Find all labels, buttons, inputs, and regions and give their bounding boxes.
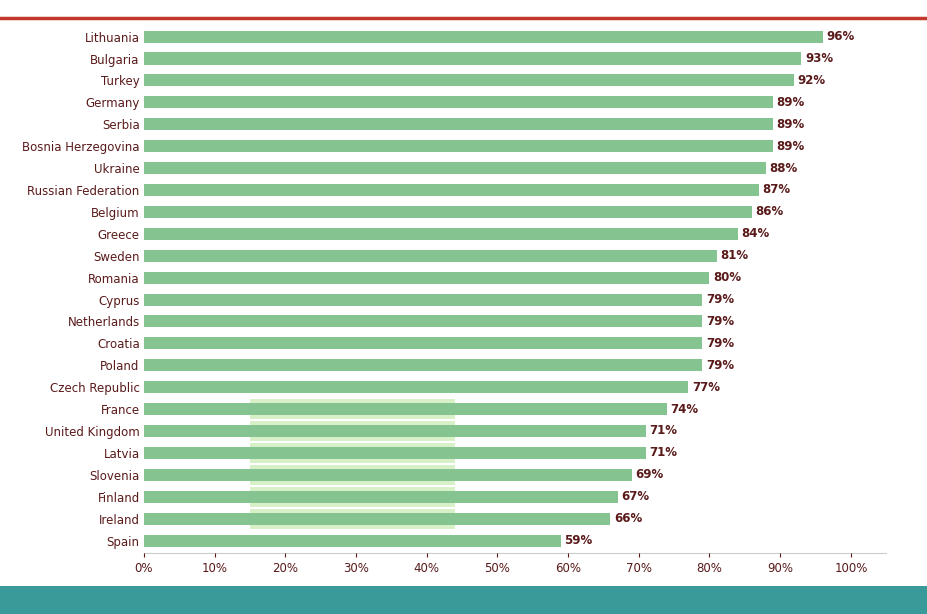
Text: 86%: 86% [755, 206, 782, 219]
Bar [144, 337, 702, 349]
Text: 84%: 84% [741, 227, 768, 240]
Bar [144, 447, 645, 459]
Bar [144, 119, 772, 130]
Bar [144, 250, 716, 262]
Bar [144, 140, 772, 152]
Text: 67%: 67% [620, 490, 649, 503]
Text: 79%: 79% [705, 359, 733, 371]
Text: 71%: 71% [649, 424, 677, 438]
Bar [144, 52, 801, 64]
Bar [144, 31, 821, 42]
Bar [144, 293, 702, 306]
Text: 89%: 89% [776, 96, 804, 109]
Text: 69%: 69% [635, 468, 663, 481]
Text: 96%: 96% [825, 30, 854, 43]
Bar [144, 271, 709, 284]
Bar [144, 469, 631, 481]
Bar [144, 206, 751, 218]
Bar [144, 403, 667, 415]
Text: 71%: 71% [649, 446, 677, 459]
Bar [144, 381, 688, 393]
Bar [144, 228, 737, 240]
Bar [144, 535, 561, 546]
Bar [144, 359, 702, 371]
Bar [144, 491, 616, 503]
Text: 77%: 77% [691, 381, 719, 394]
Bar [249, 398, 454, 529]
Text: 79%: 79% [705, 293, 733, 306]
Text: 92%: 92% [797, 74, 825, 87]
Text: 59%: 59% [564, 534, 592, 547]
Text: 88%: 88% [768, 161, 797, 174]
Text: 79%: 79% [705, 315, 733, 328]
Text: 89%: 89% [776, 139, 804, 153]
Text: 89%: 89% [776, 118, 804, 131]
Bar [144, 74, 794, 87]
Text: 74%: 74% [670, 403, 698, 416]
Bar [144, 162, 765, 174]
Text: 66%: 66% [614, 512, 641, 525]
Bar [144, 184, 758, 196]
Bar [144, 316, 702, 327]
Bar [144, 513, 610, 525]
Text: 87%: 87% [762, 184, 790, 196]
Text: 80%: 80% [712, 271, 741, 284]
Text: 79%: 79% [705, 337, 733, 350]
Bar [144, 425, 645, 437]
Text: 81%: 81% [719, 249, 747, 262]
Text: 93%: 93% [804, 52, 832, 65]
Bar [144, 96, 772, 108]
